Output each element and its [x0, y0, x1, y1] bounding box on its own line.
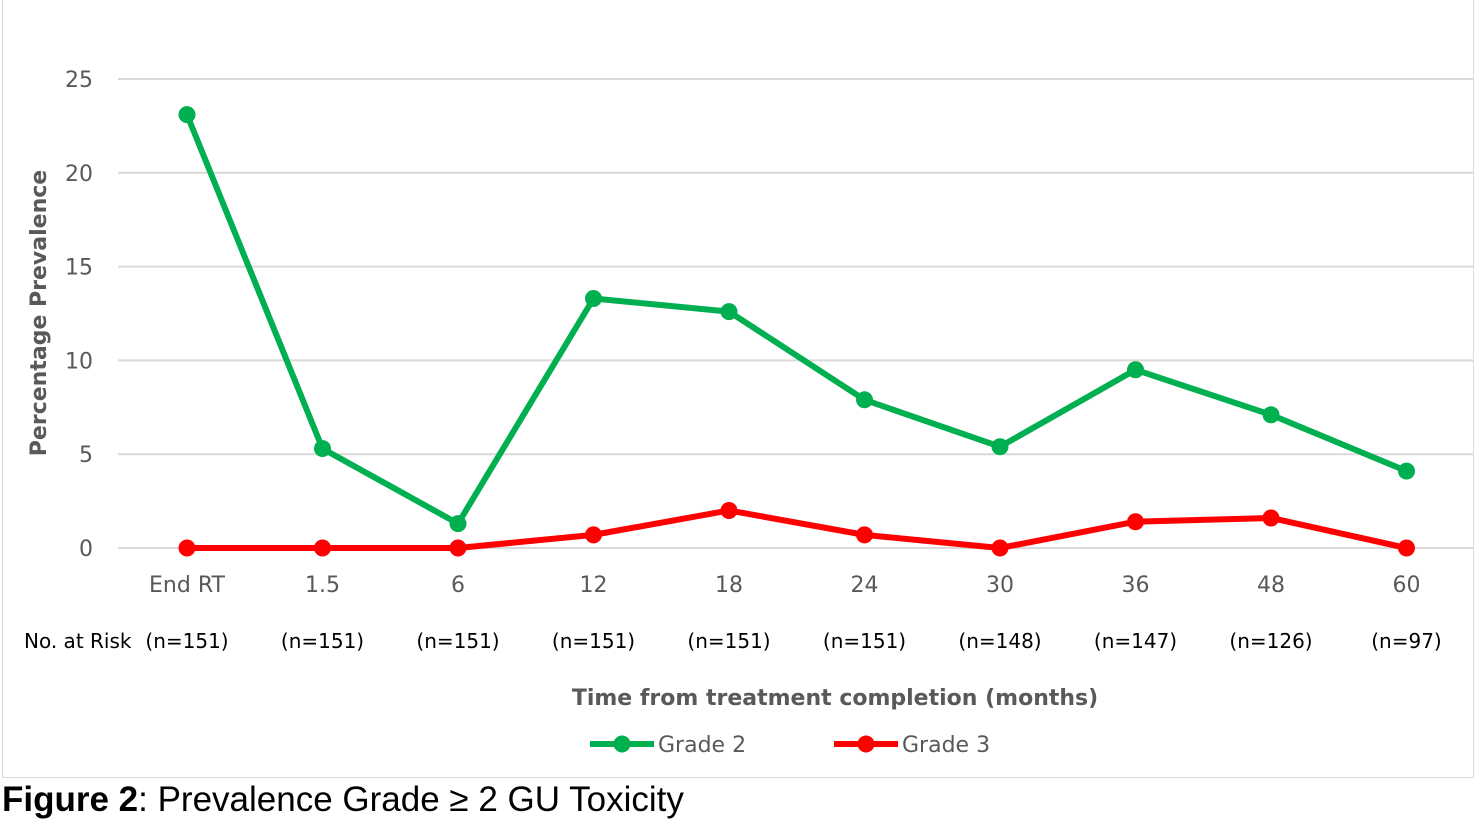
legend-item-grade-3: Grade 3	[834, 733, 990, 758]
line-chart: 0 5 10 15 20 25 End RT 1.5 6 12 18 24 30 36 48 60 No. …	[24, 68, 1474, 758]
x-axis-title: Time from treatment completion (months)	[572, 686, 1098, 711]
risk-count: (n=126)	[1229, 629, 1312, 653]
legend-label: Grade 2	[658, 733, 746, 758]
x-tick-label: End RT	[149, 573, 225, 598]
risk-count: (n=151)	[416, 629, 499, 653]
data-point-grade-3	[720, 501, 738, 519]
risk-count: (n=147)	[1094, 629, 1177, 653]
x-tick-label: 18	[715, 573, 743, 598]
x-tick-label: 24	[851, 573, 879, 598]
risk-count: (n=151)	[145, 629, 228, 653]
series-grade-3	[178, 501, 1415, 557]
y-tick-label: 5	[79, 443, 93, 468]
x-tick-label: 6	[451, 573, 465, 598]
figure-caption-label: Figure 2	[2, 780, 139, 819]
y-tick-label: 10	[65, 349, 93, 374]
risk-table-label: No. at Risk	[24, 629, 132, 653]
data-point-grade-3	[314, 539, 331, 557]
y-tick-label: 25	[65, 68, 93, 93]
x-tick-label: 1.5	[305, 573, 340, 598]
legend-swatch-marker	[857, 735, 875, 753]
risk-count: (n=151)	[823, 629, 906, 653]
data-point-grade-3	[585, 526, 602, 544]
y-tick-label: 20	[65, 162, 93, 187]
data-point-grade-3	[178, 539, 196, 557]
legend: Grade 2 Grade 3	[590, 733, 990, 758]
series-line-grade-2	[184, 113, 1408, 527]
risk-table: No. at Risk (n=151) (n=151) (n=151) (n=151)…	[24, 629, 1442, 653]
x-tick-labels: End RT 1.5 6 12 18 24 30 36 48 60	[149, 573, 1420, 598]
data-point-grade-3	[1262, 509, 1280, 527]
data-point-grade-2	[585, 289, 602, 307]
data-point-grade-2	[314, 440, 331, 458]
figure-caption-text: : Prevalence Grade ≥ 2 GU Toxicity	[138, 780, 684, 819]
data-point-grade-3	[1398, 539, 1415, 557]
gridlines	[118, 78, 1474, 549]
data-point-grade-2	[178, 106, 196, 124]
legend-item-grade-2: Grade 2	[590, 733, 746, 758]
y-tick-label: 15	[65, 256, 93, 281]
data-point-grade-2	[991, 438, 1009, 456]
data-point-grade-2	[720, 303, 738, 321]
x-tick-label: 48	[1257, 573, 1285, 598]
data-point-grade-2	[856, 391, 873, 409]
legend-swatch-marker	[613, 735, 631, 753]
data-point-grade-2	[1398, 462, 1415, 480]
data-point-grade-3	[991, 539, 1009, 557]
y-tick-labels: 0 5 10 15 20 25	[65, 68, 93, 562]
data-point-grade-2	[1262, 406, 1280, 424]
risk-count: (n=97)	[1371, 629, 1442, 653]
x-tick-label: 12	[580, 573, 608, 598]
legend-label: Grade 3	[902, 733, 990, 758]
risk-count: (n=151)	[552, 629, 635, 653]
data-point-grade-2	[1127, 361, 1144, 379]
x-tick-label: 60	[1393, 573, 1421, 598]
figure-caption: Figure 2: Prevalence Grade ≥ 2 GU Toxici…	[2, 780, 684, 820]
data-point-grade-3	[449, 539, 467, 557]
risk-count: (n=151)	[281, 629, 364, 653]
risk-count: (n=148)	[958, 629, 1041, 653]
chart-frame	[2, 0, 1474, 778]
data-point-grade-3	[1127, 513, 1144, 531]
data-point-grade-3	[856, 526, 873, 544]
x-tick-label: 36	[1122, 573, 1150, 598]
series-group	[178, 106, 1415, 557]
series-grade-2	[178, 106, 1415, 533]
x-tick-label: 30	[986, 573, 1014, 598]
series-line-grade-3	[187, 507, 1408, 551]
y-tick-label: 0	[79, 537, 93, 562]
data-point-grade-2	[449, 515, 467, 533]
y-axis-title: Percentage Prevalence	[27, 170, 52, 456]
risk-count: (n=151)	[687, 629, 770, 653]
